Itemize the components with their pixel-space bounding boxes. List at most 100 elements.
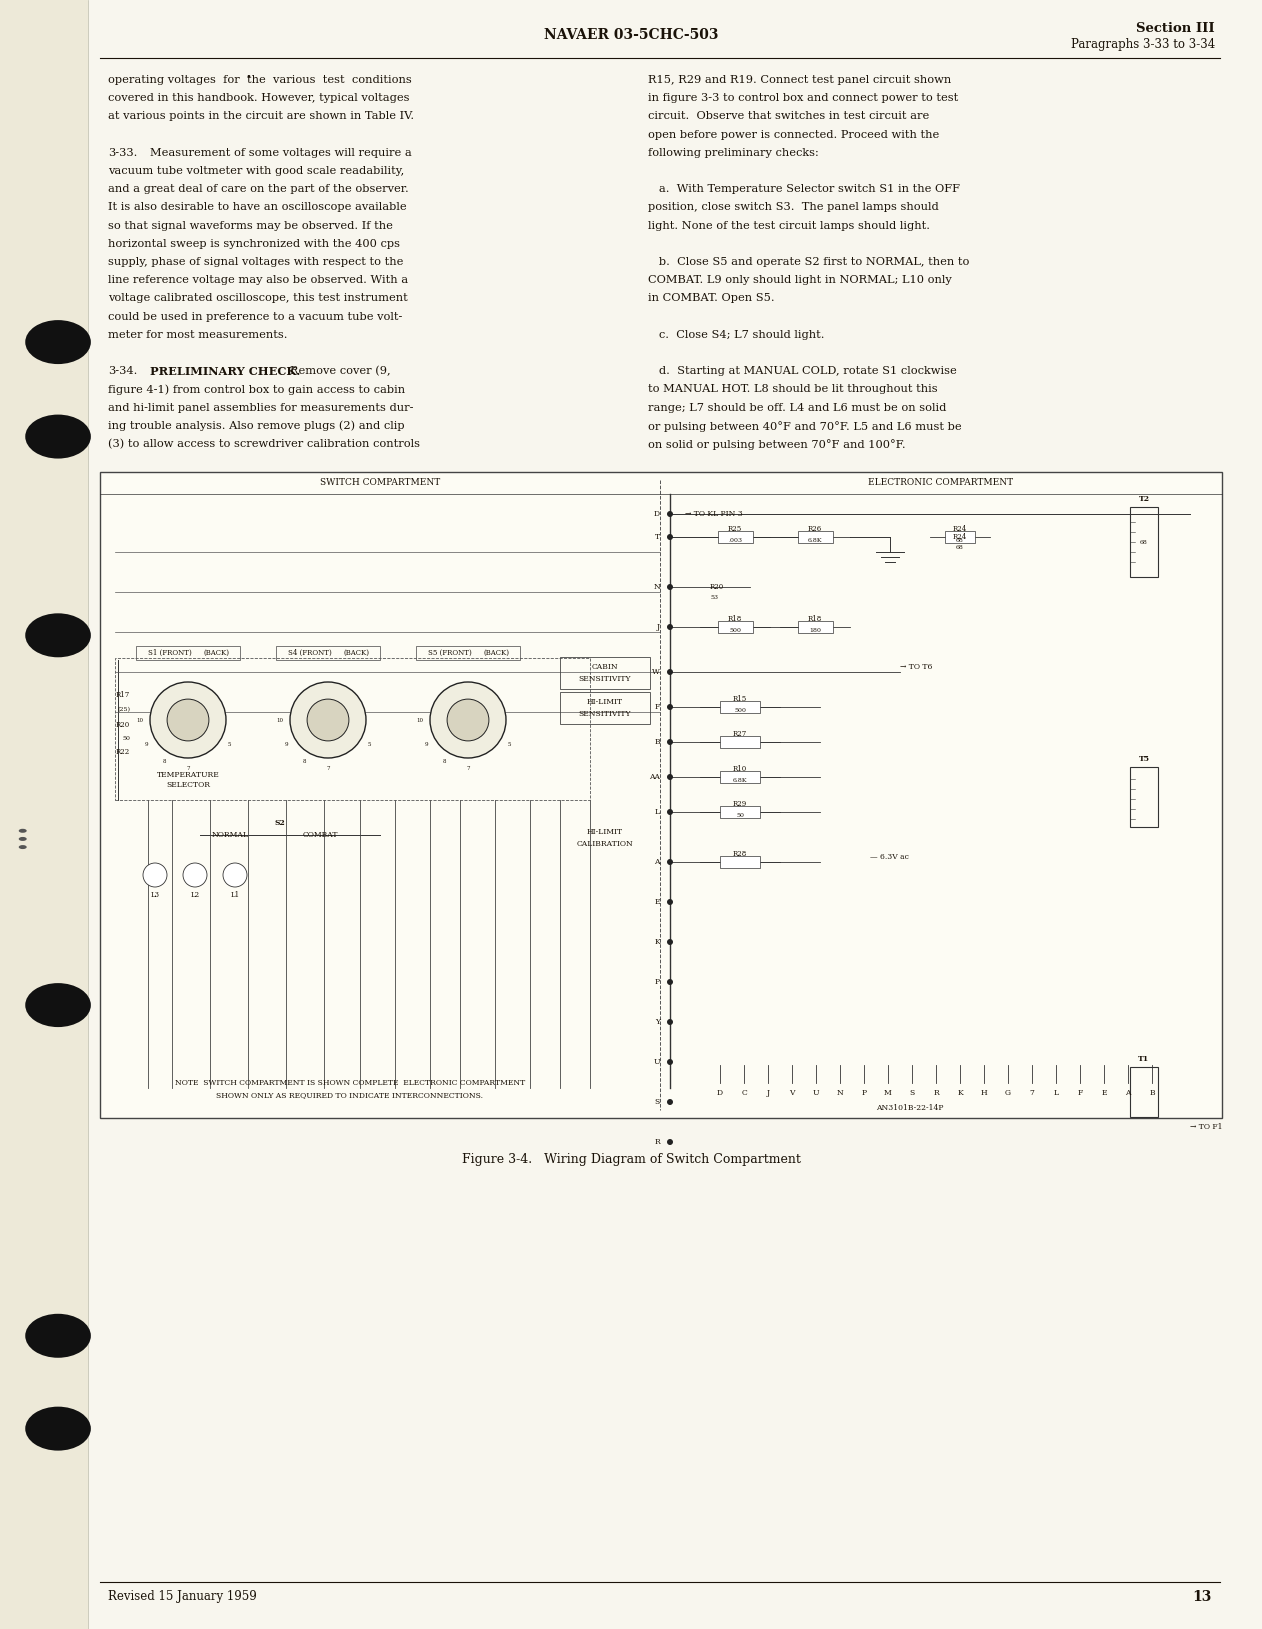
Text: open before power is connected. Proceed with the: open before power is connected. Proceed … — [647, 130, 939, 140]
Text: HI-LIMIT: HI-LIMIT — [587, 828, 623, 836]
Text: R15: R15 — [733, 696, 747, 704]
Text: K: K — [957, 1090, 963, 1096]
Circle shape — [183, 863, 207, 888]
Text: (BACK): (BACK) — [343, 648, 369, 656]
Text: R20: R20 — [711, 583, 724, 591]
Text: 50: 50 — [122, 736, 130, 741]
Circle shape — [290, 683, 366, 757]
Text: T: T — [655, 533, 660, 541]
Text: meter for most measurements.: meter for most measurements. — [109, 329, 288, 340]
Bar — [721, 806, 760, 818]
Bar — [560, 656, 650, 689]
Text: L1: L1 — [231, 891, 240, 899]
Circle shape — [167, 699, 209, 741]
Ellipse shape — [25, 614, 91, 658]
Text: NAVAER 03-5CHC-503: NAVAER 03-5CHC-503 — [544, 28, 718, 42]
Text: in COMBAT. Open S5.: in COMBAT. Open S5. — [647, 293, 775, 303]
Circle shape — [668, 774, 673, 780]
Text: b.  Close S5 and operate S2 first to NORMAL, then to: b. Close S5 and operate S2 first to NORM… — [647, 257, 969, 267]
Text: L: L — [655, 808, 660, 816]
Text: Revised 15 January 1959: Revised 15 January 1959 — [109, 1590, 256, 1603]
Circle shape — [668, 704, 673, 710]
Text: E: E — [1102, 1090, 1107, 1096]
Text: R20: R20 — [116, 722, 130, 730]
Ellipse shape — [25, 1407, 91, 1451]
Text: d.  Starting at MANUAL COLD, rotate S1 clockwise: d. Starting at MANUAL COLD, rotate S1 cl… — [647, 367, 957, 376]
Circle shape — [143, 863, 167, 888]
Text: R18: R18 — [728, 616, 742, 622]
Text: B: B — [1150, 1090, 1155, 1096]
Circle shape — [668, 1059, 673, 1065]
Bar — [945, 531, 976, 542]
Text: Section III: Section III — [1136, 23, 1215, 34]
Text: 5: 5 — [228, 741, 231, 746]
Circle shape — [668, 585, 673, 590]
Text: M: M — [885, 1090, 892, 1096]
Text: R29: R29 — [733, 800, 747, 808]
Text: in figure 3-3 to control box and connect power to test: in figure 3-3 to control box and connect… — [647, 93, 958, 103]
Text: R: R — [933, 1090, 939, 1096]
Text: R26: R26 — [808, 525, 822, 533]
Text: V: V — [789, 1090, 795, 1096]
Text: a.  With Temperature Selector switch S1 in the OFF: a. With Temperature Selector switch S1 i… — [647, 184, 960, 194]
Bar — [721, 771, 760, 784]
Text: R: R — [654, 1139, 660, 1145]
Circle shape — [668, 1139, 673, 1145]
Text: 8: 8 — [442, 759, 445, 764]
Text: (3) to allow access to screwdriver calibration controls: (3) to allow access to screwdriver calib… — [109, 438, 420, 450]
Text: 6.8K: 6.8K — [808, 538, 823, 542]
Bar — [721, 855, 760, 868]
Ellipse shape — [25, 984, 91, 1028]
Bar — [416, 647, 520, 660]
Text: L3: L3 — [150, 891, 159, 899]
Text: G: G — [1005, 1090, 1011, 1096]
Text: R25: R25 — [728, 525, 742, 533]
Text: J: J — [766, 1090, 770, 1096]
Text: S2: S2 — [275, 819, 285, 828]
Text: → TO F1: → TO F1 — [1190, 1122, 1223, 1131]
Text: light. None of the test circuit lamps should light.: light. None of the test circuit lamps sh… — [647, 220, 930, 231]
Text: F: F — [655, 704, 660, 710]
Text: circuit.  Observe that switches in test circuit are: circuit. Observe that switches in test c… — [647, 111, 929, 122]
Text: S: S — [655, 1098, 660, 1106]
Bar — [798, 621, 833, 634]
Text: R22: R22 — [116, 748, 130, 756]
Circle shape — [668, 899, 673, 906]
Circle shape — [223, 863, 247, 888]
Bar — [721, 736, 760, 748]
Text: P: P — [862, 1090, 867, 1096]
Text: CALIBRATION: CALIBRATION — [577, 841, 634, 849]
Text: TEMPERATURE: TEMPERATURE — [156, 771, 220, 779]
Text: (25): (25) — [117, 707, 130, 712]
Text: NOTE  SWITCH COMPARTMENT IS SHOWN COMPLETE  ELECTRONIC COMPARTMENT: NOTE SWITCH COMPARTMENT IS SHOWN COMPLET… — [175, 1078, 525, 1087]
Text: AA: AA — [649, 774, 660, 780]
Circle shape — [668, 624, 673, 630]
Text: SENSITIVITY: SENSITIVITY — [579, 674, 631, 683]
Text: H: H — [981, 1090, 987, 1096]
Circle shape — [668, 670, 673, 674]
Text: 500: 500 — [734, 707, 746, 712]
Text: 9: 9 — [285, 741, 288, 746]
Text: c.  Close S4; L7 should light.: c. Close S4; L7 should light. — [647, 329, 824, 340]
Text: and hi-limit panel assemblies for measurements dur-: and hi-limit panel assemblies for measur… — [109, 402, 414, 412]
Bar — [721, 700, 760, 714]
Bar — [798, 531, 833, 542]
Text: range; L7 should be off. L4 and L6 must be on solid: range; L7 should be off. L4 and L6 must … — [647, 402, 946, 412]
Text: so that signal waveforms may be observed. If the: so that signal waveforms may be observed… — [109, 220, 392, 231]
Text: 8: 8 — [303, 759, 305, 764]
Text: A: A — [1126, 1090, 1131, 1096]
Bar — [115, 658, 591, 800]
Text: W: W — [652, 668, 660, 676]
Text: Y: Y — [655, 1018, 660, 1026]
Circle shape — [430, 683, 506, 757]
Text: J: J — [658, 622, 660, 630]
Text: 180: 180 — [809, 627, 822, 632]
Text: E: E — [655, 898, 660, 906]
Text: R27: R27 — [733, 730, 747, 738]
Text: R28: R28 — [733, 850, 747, 858]
Text: position, close switch S3.  The panel lamps should: position, close switch S3. The panel lam… — [647, 202, 939, 212]
Text: or pulsing between 40°F and 70°F. L5 and L6 must be: or pulsing between 40°F and 70°F. L5 and… — [647, 420, 962, 432]
Text: on solid or pulsing between 70°F and 100°F.: on solid or pulsing between 70°F and 100… — [647, 438, 906, 450]
Text: 3-34.: 3-34. — [109, 367, 138, 376]
Circle shape — [668, 810, 673, 814]
